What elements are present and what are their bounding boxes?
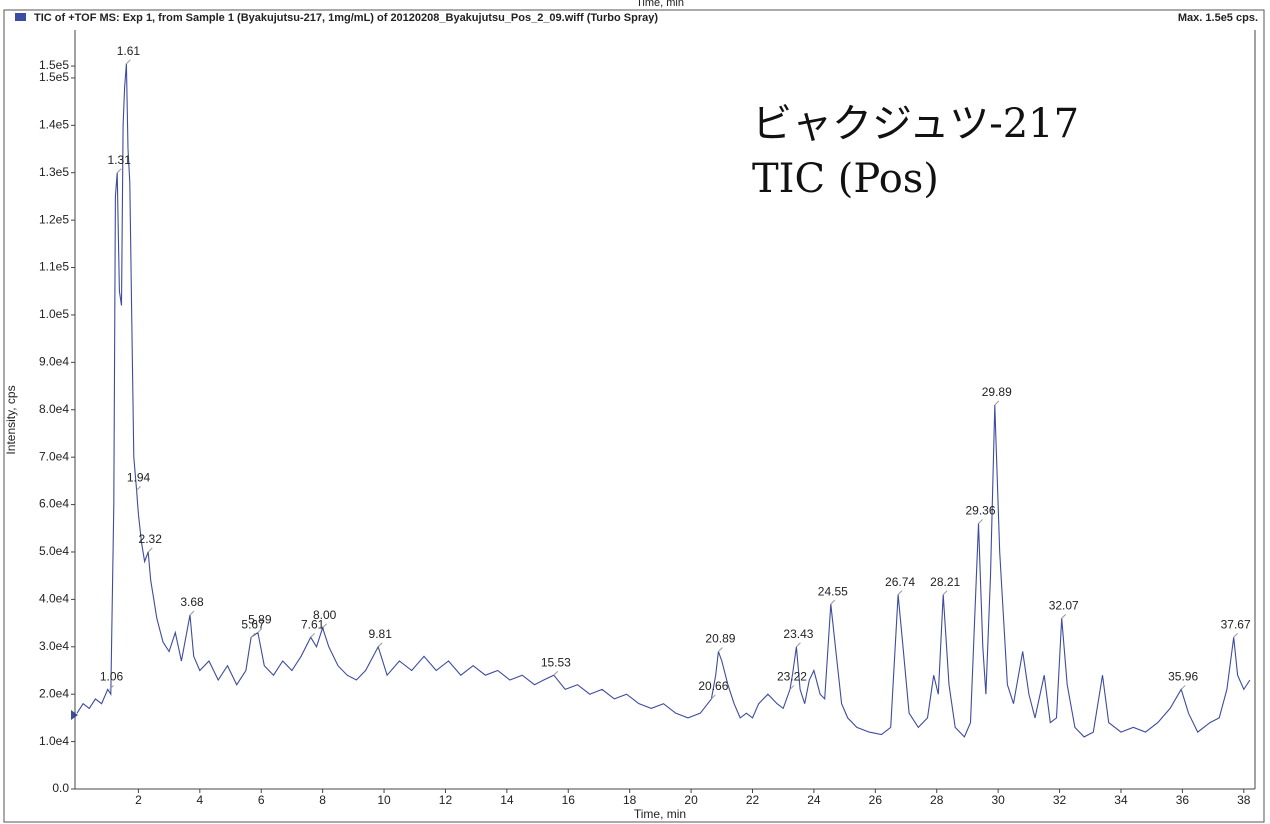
peak-leader xyxy=(116,168,122,174)
peak-label: 1.06 xyxy=(100,670,124,684)
peak-leader xyxy=(830,599,836,605)
x-tick-label: 20 xyxy=(684,793,698,807)
peak-label: 24.55 xyxy=(818,584,848,598)
y-tick-label: 6.0e4 xyxy=(39,497,69,511)
peak-label: 1.61 xyxy=(117,44,141,58)
x-tick-label: 32 xyxy=(1053,793,1067,807)
x-tick-label: 6 xyxy=(258,793,265,807)
peak-leader xyxy=(257,628,263,633)
peak-leader xyxy=(711,694,716,700)
peak-leader xyxy=(147,547,153,553)
y-tick-label: 1.0e4 xyxy=(39,734,69,748)
peak-label: 1.31 xyxy=(108,153,132,167)
peak-leader xyxy=(994,400,1000,406)
peak-label: 29.89 xyxy=(982,385,1012,399)
annotation: TIC (Pos) xyxy=(752,156,939,202)
y-tick-label: 8.0e4 xyxy=(39,402,69,416)
x-tick-label: 34 xyxy=(1114,793,1128,807)
peak-label: 20.89 xyxy=(705,632,735,646)
x-tick-label: 22 xyxy=(746,793,760,807)
peak-label: 5.89 xyxy=(248,613,272,627)
x-axis-label: Time, min xyxy=(634,807,686,821)
peak-label: 26.74 xyxy=(885,575,915,589)
y-tick-label: 2.0e4 xyxy=(39,686,69,700)
y-tick-label: 3.0e4 xyxy=(39,639,69,653)
y-tick-label: 0.0 xyxy=(52,781,69,795)
y-axis-label: Intensity, cps xyxy=(4,385,18,454)
peak-label: 7.61 xyxy=(301,617,325,631)
peak-leader xyxy=(126,59,131,65)
peak-label: 23.22 xyxy=(777,670,807,684)
peak-label: 35.96 xyxy=(1168,670,1198,684)
x-tick-label: 28 xyxy=(930,793,944,807)
chart-title: TIC of +TOF MS: Exp 1, from Sample 1 (By… xyxy=(34,12,658,24)
peak-leader xyxy=(109,685,114,690)
y-tick-label: 1.0e5 xyxy=(39,307,69,321)
y-tick-label: 1.5e5 xyxy=(39,70,69,84)
x-tick-label: 4 xyxy=(196,793,203,807)
peak-label: 5.67 xyxy=(241,617,265,631)
x-tick-label: 8 xyxy=(319,793,326,807)
annotation: ビャクジュツ-217 xyxy=(752,101,1079,147)
peak-label: 1.94 xyxy=(127,471,151,485)
y-tick-label: 1.1e5 xyxy=(39,260,69,274)
y-tick-label: 1.4e5 xyxy=(39,118,69,132)
peak-label: 37.67 xyxy=(1221,617,1251,631)
x-tick-label: 12 xyxy=(439,793,453,807)
peak-label: 20.66 xyxy=(698,679,728,693)
trace xyxy=(76,63,1251,738)
clipped-label: Time, min xyxy=(636,0,684,9)
peak-label: 23.43 xyxy=(783,627,813,641)
x-tick-label: 18 xyxy=(623,793,637,807)
y-tick-label: 7.0e4 xyxy=(39,449,69,463)
y-tick-label: 9.0e4 xyxy=(39,355,69,369)
peak-leader xyxy=(310,632,316,638)
peak-leader xyxy=(189,610,195,616)
x-tick-label: 2 xyxy=(135,793,142,807)
max-label: Max. 1.5e5 cps. xyxy=(1178,12,1258,24)
peak-leader xyxy=(978,519,983,524)
x-tick-label: 24 xyxy=(807,793,821,807)
peak-leader xyxy=(718,647,723,652)
peak-label: 29.36 xyxy=(965,504,995,518)
peak-leader xyxy=(942,590,948,595)
peak-label: 15.53 xyxy=(541,655,571,669)
peak-leader xyxy=(1180,685,1186,690)
x-tick-label: 36 xyxy=(1176,793,1190,807)
peak-leader xyxy=(250,632,256,638)
x-tick-label: 14 xyxy=(500,793,514,807)
peak-leader xyxy=(1233,632,1239,638)
peak-leader xyxy=(136,485,141,491)
peak-leader xyxy=(322,623,327,629)
y-tick-label: 1.5e5 xyxy=(39,58,69,72)
y-tick-label: 1.3e5 xyxy=(39,165,69,179)
peak-label: 9.81 xyxy=(369,627,393,641)
peak-leader xyxy=(553,670,559,676)
frame xyxy=(3,9,1265,823)
legend-swatch xyxy=(15,13,26,21)
x-tick-label: 10 xyxy=(377,793,391,807)
peak-label: 32.07 xyxy=(1049,599,1079,613)
x-tick-label: 30 xyxy=(991,793,1005,807)
y-tick-label: 5.0e4 xyxy=(39,544,69,558)
x-tick-label: 26 xyxy=(869,793,883,807)
peak-label: 28.21 xyxy=(930,575,960,589)
peak-leader xyxy=(789,685,795,690)
peak-leader xyxy=(377,642,383,648)
peak-leader xyxy=(897,590,903,595)
peak-label: 2.32 xyxy=(139,532,163,546)
peak-leader xyxy=(1061,613,1067,619)
y-tick-label: 1.2e5 xyxy=(39,212,69,226)
peak-leader xyxy=(796,642,801,648)
x-tick-label: 38 xyxy=(1237,793,1251,807)
x-tick-label: 16 xyxy=(562,793,576,807)
y-tick-label: 4.0e4 xyxy=(39,592,69,606)
peak-label: 8.00 xyxy=(313,608,337,622)
peak-label: 3.68 xyxy=(180,595,204,609)
